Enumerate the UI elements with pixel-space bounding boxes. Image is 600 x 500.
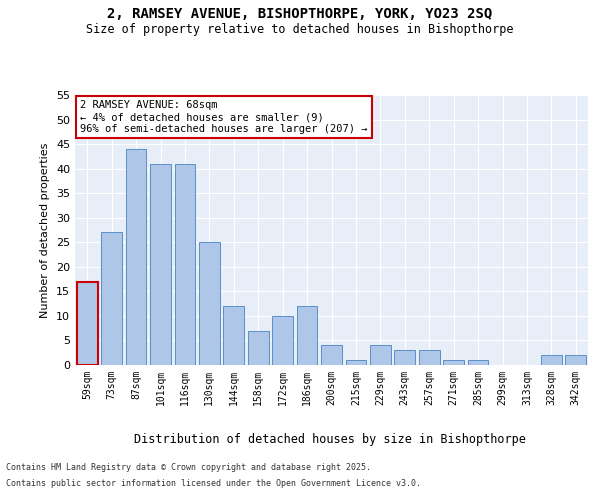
Bar [125,149,146,365]
Bar [467,360,488,365]
Bar [150,164,171,365]
Bar [565,355,586,365]
Bar [101,232,122,365]
Bar [296,306,317,365]
Text: Size of property relative to detached houses in Bishopthorpe: Size of property relative to detached ho… [86,22,514,36]
Bar [541,355,562,365]
Text: 2, RAMSEY AVENUE, BISHOPTHORPE, YORK, YO23 2SQ: 2, RAMSEY AVENUE, BISHOPTHORPE, YORK, YO… [107,8,493,22]
Bar [77,282,98,365]
Bar [272,316,293,365]
Text: Distribution of detached houses by size in Bishopthorpe: Distribution of detached houses by size … [134,432,526,446]
Bar [175,164,196,365]
Bar [419,350,440,365]
Bar [248,330,269,365]
Bar [199,242,220,365]
Y-axis label: Number of detached properties: Number of detached properties [40,142,50,318]
Bar [394,350,415,365]
Text: 2 RAMSEY AVENUE: 68sqm
← 4% of detached houses are smaller (9)
96% of semi-detac: 2 RAMSEY AVENUE: 68sqm ← 4% of detached … [80,100,368,134]
Bar [370,346,391,365]
Bar [443,360,464,365]
Text: Contains public sector information licensed under the Open Government Licence v3: Contains public sector information licen… [6,478,421,488]
Bar [77,282,98,365]
Text: Contains HM Land Registry data © Crown copyright and database right 2025.: Contains HM Land Registry data © Crown c… [6,464,371,472]
Bar [223,306,244,365]
Bar [346,360,367,365]
Bar [321,346,342,365]
